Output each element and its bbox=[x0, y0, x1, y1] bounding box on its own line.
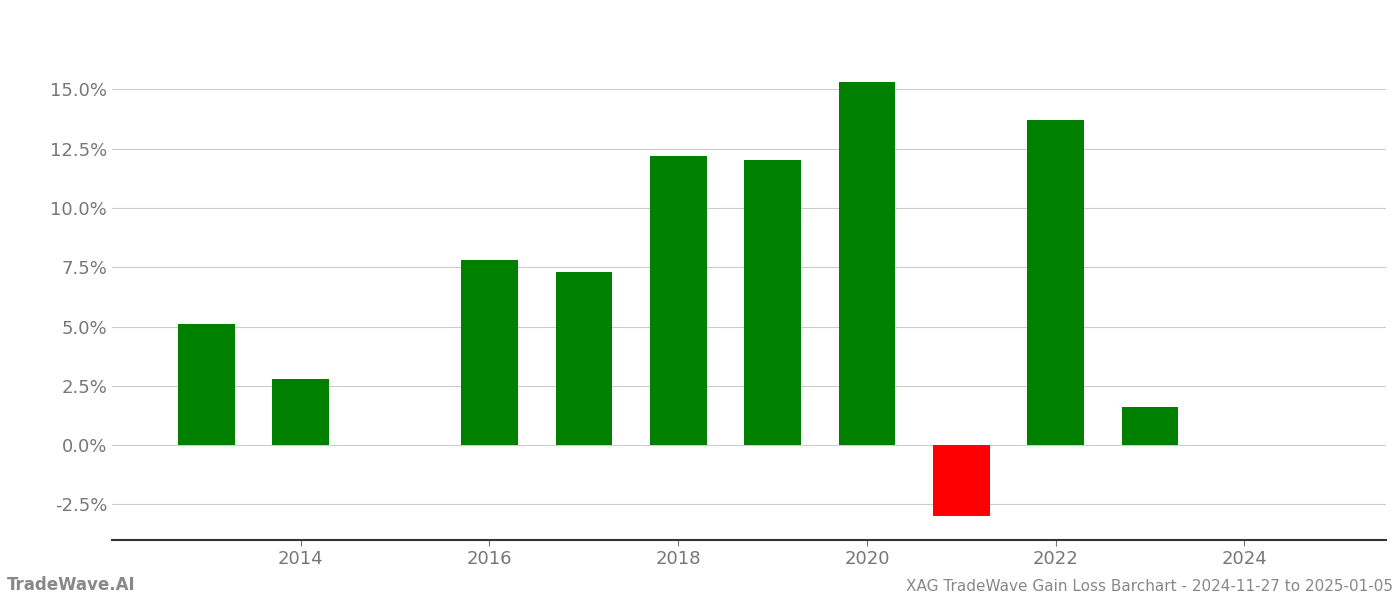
Bar bbox=[556, 272, 612, 445]
Bar bbox=[461, 260, 518, 445]
Bar bbox=[650, 156, 707, 445]
Bar bbox=[745, 160, 801, 445]
Bar bbox=[839, 82, 895, 445]
Bar bbox=[1121, 407, 1179, 445]
Text: TradeWave.AI: TradeWave.AI bbox=[7, 576, 136, 594]
Bar bbox=[273, 379, 329, 445]
Bar bbox=[932, 445, 990, 516]
Bar bbox=[1028, 120, 1084, 445]
Text: XAG TradeWave Gain Loss Barchart - 2024-11-27 to 2025-01-05: XAG TradeWave Gain Loss Barchart - 2024-… bbox=[906, 579, 1393, 594]
Bar bbox=[178, 324, 235, 445]
